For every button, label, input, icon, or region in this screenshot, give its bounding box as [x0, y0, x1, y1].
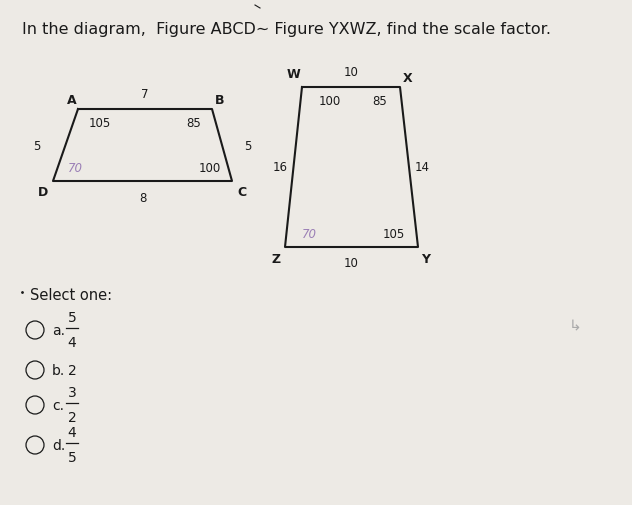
Text: 100: 100: [199, 162, 221, 175]
Text: b.: b.: [52, 363, 65, 377]
Text: d.: d.: [52, 438, 65, 452]
Text: Z: Z: [271, 253, 281, 266]
Text: In the diagram,  Figure ABCD∼ Figure YXWZ, find the scale factor.: In the diagram, Figure ABCD∼ Figure YXWZ…: [22, 22, 551, 37]
Text: 70: 70: [301, 228, 317, 241]
Text: 3: 3: [68, 385, 76, 399]
Text: 70: 70: [68, 162, 83, 175]
Text: 105: 105: [89, 117, 111, 130]
Text: C: C: [238, 185, 246, 198]
Text: ↳: ↳: [569, 318, 581, 333]
Text: B: B: [216, 93, 225, 106]
Text: 7: 7: [141, 88, 149, 102]
Text: 8: 8: [139, 191, 146, 204]
Text: 16: 16: [272, 161, 288, 174]
Text: 100: 100: [319, 95, 341, 108]
Text: 2: 2: [68, 363, 76, 377]
Text: A: A: [67, 93, 77, 106]
Text: Select one:: Select one:: [30, 288, 112, 303]
Text: W: W: [287, 68, 301, 81]
Text: c.: c.: [52, 398, 64, 412]
Text: 10: 10: [344, 66, 358, 79]
Text: 14: 14: [415, 161, 430, 174]
Text: 5: 5: [68, 450, 76, 464]
Text: 5: 5: [68, 311, 76, 324]
Text: X: X: [403, 71, 413, 84]
Text: 5: 5: [33, 139, 40, 152]
Text: a.: a.: [52, 323, 65, 337]
Text: 4: 4: [68, 335, 76, 349]
Text: 85: 85: [373, 95, 387, 108]
Text: 85: 85: [186, 117, 202, 130]
Text: D: D: [38, 185, 48, 198]
Text: 4: 4: [68, 425, 76, 439]
Text: Y: Y: [422, 253, 430, 266]
Text: 5: 5: [245, 139, 252, 152]
Text: 2: 2: [68, 410, 76, 424]
Text: 105: 105: [383, 228, 405, 241]
Text: 10: 10: [344, 257, 359, 270]
